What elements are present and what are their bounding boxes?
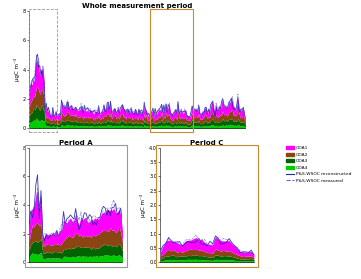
Legend: OOA1, OOA2, OOA3, OOA4, P&S-WSOC reconstructed, P&S-WSOC measured: OOA1, OOA2, OOA3, OOA4, P&S-WSOC reconst…	[284, 144, 353, 185]
Y-axis label: μgC m⁻³: μgC m⁻³	[13, 58, 19, 81]
Title: Period C: Period C	[191, 140, 224, 146]
Title: Whole measurement period: Whole measurement period	[82, 3, 192, 9]
Y-axis label: μgC m⁻³: μgC m⁻³	[13, 194, 19, 217]
Title: Period A: Period A	[59, 140, 92, 146]
Y-axis label: μgC m⁻³: μgC m⁻³	[140, 194, 146, 217]
